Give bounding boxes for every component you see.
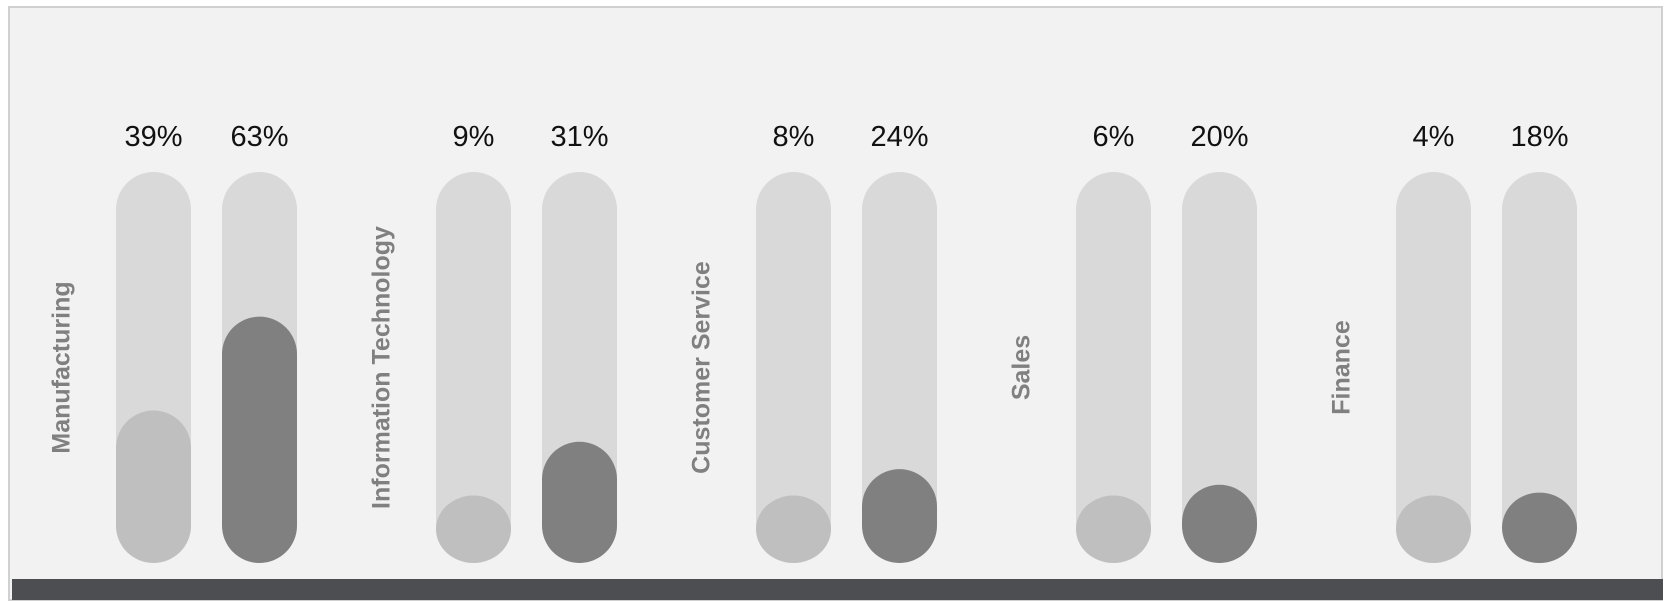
- bar-fill-series-1: [116, 410, 191, 563]
- bar-track: [1502, 172, 1577, 563]
- category-label: Information Technology: [368, 226, 396, 509]
- bar-fill-series-2: [542, 441, 617, 563]
- bar-track: [756, 172, 831, 563]
- bar-track: [1076, 172, 1151, 563]
- category-label: Customer Service: [688, 261, 716, 474]
- bar-fill-series-2: [222, 316, 297, 563]
- bar-fill-series-2: [1182, 484, 1257, 563]
- value-label: 63%: [230, 121, 288, 153]
- value-label: 4%: [1413, 121, 1455, 153]
- bar-fill-series-1: [436, 495, 511, 563]
- category-group-finance: Finance 4% 18%: [1328, 121, 1577, 563]
- value-label: 8%: [773, 121, 815, 153]
- bar-fill-series-2: [862, 469, 937, 563]
- bar-track: [436, 172, 511, 563]
- category-label: Finance: [1328, 320, 1356, 415]
- bar-fill-series-1: [756, 495, 831, 563]
- category-group-customer-service: Customer Service 8% 24%: [688, 121, 937, 563]
- value-label: 31%: [550, 121, 608, 153]
- bar-fill-series-1: [1396, 495, 1471, 563]
- value-label: 24%: [870, 121, 928, 153]
- bar-track: [862, 172, 937, 563]
- category-group-manufacturing: Manufacturing 39% 63%: [48, 121, 297, 563]
- value-label: 39%: [124, 121, 182, 153]
- bar-fill-series-1: [1076, 495, 1151, 563]
- value-label: 6%: [1093, 121, 1135, 153]
- footer-bar: [12, 579, 1663, 600]
- bar-track: [1182, 172, 1257, 563]
- value-label: 18%: [1510, 121, 1568, 153]
- category-label: Sales: [1008, 335, 1036, 400]
- bar-fill-series-2: [1502, 492, 1577, 563]
- value-label: 20%: [1190, 121, 1248, 153]
- category-group-sales: Sales 6% 20%: [1008, 121, 1257, 563]
- category-group-information-technology: Information Technology 9% 31%: [368, 121, 617, 563]
- category-label: Manufacturing: [48, 281, 76, 453]
- value-label: 9%: [453, 121, 495, 153]
- bar-track: [1396, 172, 1471, 563]
